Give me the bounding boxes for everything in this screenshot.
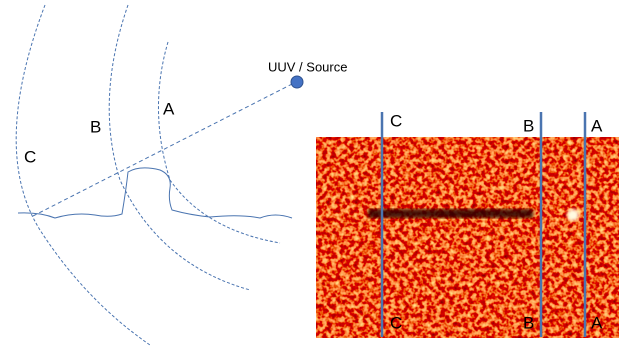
image-noise — [316, 137, 619, 338]
bottom-label: C — [390, 313, 402, 332]
page: {"left_diagram": {"source_label": "UUV /… — [0, 0, 619, 347]
seabed-profile — [18, 168, 292, 218]
left-diagram — [16, 5, 303, 345]
shadow-streak — [368, 209, 533, 218]
arc-label: B — [90, 117, 101, 136]
bottom-label: A — [591, 313, 603, 332]
source-marker — [291, 76, 303, 88]
arc-c — [16, 5, 150, 345]
top-label: C — [390, 111, 402, 130]
arc-label: A — [163, 99, 175, 118]
source-label: UUV / Source — [268, 59, 347, 74]
target-highlight — [567, 209, 579, 221]
sonar-image — [316, 137, 619, 338]
diagram: UUV / Source C B A C B A C B A — [0, 0, 619, 347]
arc-label: C — [24, 147, 36, 166]
body: UUV / Source C B A C B A C B A (() => { … — [0, 0, 619, 347]
arc-b — [109, 5, 250, 290]
top-label: B — [523, 116, 534, 135]
top-label: A — [591, 116, 603, 135]
bottom-label: B — [523, 313, 534, 332]
